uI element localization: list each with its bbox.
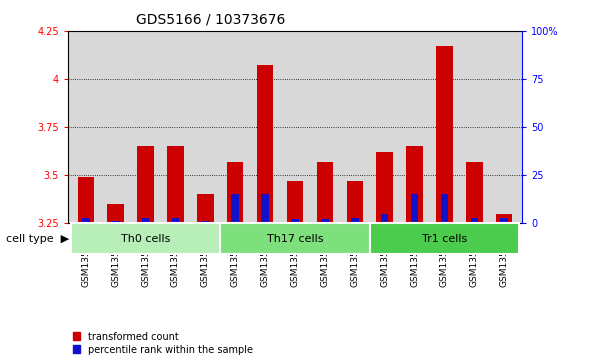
Bar: [137, 146, 154, 223]
Bar: [227, 162, 244, 223]
Bar: [376, 152, 393, 223]
Bar: [321, 220, 329, 223]
Bar: [407, 146, 423, 223]
Text: Tr1 cells: Tr1 cells: [422, 234, 467, 244]
Text: GDS5166 / 10373676: GDS5166 / 10373676: [136, 13, 286, 27]
Bar: [317, 162, 333, 223]
Bar: [82, 217, 90, 223]
Bar: [197, 195, 214, 223]
Bar: [202, 221, 209, 223]
Bar: [496, 214, 513, 223]
Bar: [142, 217, 149, 223]
Bar: [346, 181, 363, 223]
Bar: [471, 217, 478, 223]
Bar: [167, 146, 183, 223]
Bar: [112, 221, 119, 223]
Bar: [107, 204, 124, 223]
Bar: [287, 181, 303, 223]
Text: cell type  ▶: cell type ▶: [6, 234, 69, 244]
Legend: transformed count, percentile rank within the sample: transformed count, percentile rank withi…: [73, 331, 253, 355]
Bar: [291, 220, 299, 223]
Text: Th0 cells: Th0 cells: [121, 234, 171, 244]
Bar: [257, 65, 273, 223]
Bar: [351, 217, 359, 223]
Text: Th17 cells: Th17 cells: [267, 234, 323, 244]
Bar: [231, 195, 239, 223]
Bar: [220, 223, 370, 254]
Bar: [411, 195, 418, 223]
Bar: [381, 214, 388, 223]
Bar: [436, 46, 453, 223]
Bar: [441, 195, 448, 223]
Bar: [172, 217, 179, 223]
Bar: [77, 177, 94, 223]
Bar: [500, 217, 508, 223]
Bar: [261, 195, 269, 223]
Bar: [71, 223, 220, 254]
Bar: [370, 223, 519, 254]
Bar: [466, 162, 483, 223]
